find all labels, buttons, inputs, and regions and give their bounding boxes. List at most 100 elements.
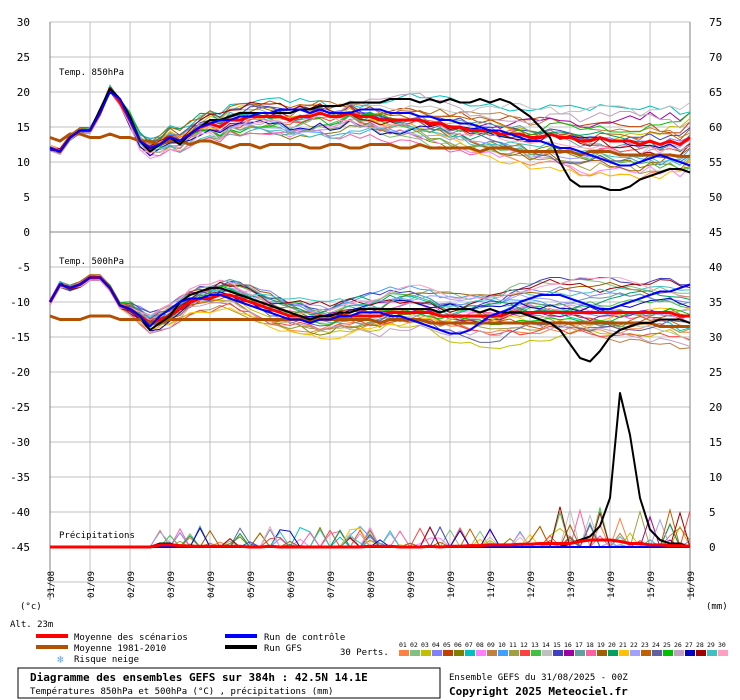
- right-tick-label: 45: [709, 226, 722, 239]
- footer-box: [17, 667, 441, 699]
- pert-legend-swatch: [509, 650, 519, 656]
- x-tick-label: 09/09: [407, 571, 417, 598]
- x-tick-label: 02/09: [127, 571, 137, 598]
- panel-label-t850: Temp. 850hPa: [59, 68, 124, 78]
- pert-legend-label: 10: [498, 641, 506, 649]
- legend-mean-swatch: [36, 634, 68, 638]
- pert-legend-label: 12: [520, 641, 528, 649]
- pert-legend-swatch: [498, 650, 508, 656]
- x-tick-label: 12/09: [527, 571, 537, 598]
- pert-legend-swatch: [608, 650, 618, 656]
- pert-legend-swatch: [542, 650, 552, 656]
- pert-legend-swatch: [597, 650, 607, 656]
- pert-legend-label: 19: [597, 641, 605, 649]
- x-tick-label: 11/09: [487, 571, 497, 598]
- pert-line-t500: [49, 274, 691, 325]
- x-tick-label: 04/09: [207, 571, 217, 598]
- footer-title: Diagramme des ensembles GEFS sur 384h : …: [30, 671, 368, 684]
- pert-legend-swatch: [465, 650, 475, 656]
- right-tick-label: 50: [709, 191, 722, 204]
- pert-legend-label: 09: [487, 641, 495, 649]
- pert-line-t850: [49, 89, 691, 156]
- right-tick-label: 0: [709, 541, 716, 554]
- legend-control-label: Run de contrôle: [264, 632, 345, 643]
- pert-legend-label: 07: [465, 641, 473, 649]
- left-tick-label: -45: [10, 541, 30, 554]
- pert-legend-label: 03: [421, 641, 429, 649]
- series-line-t500-5: [49, 314, 690, 328]
- series-line-precip-10: [50, 538, 691, 549]
- x-tick-label: 10/09: [447, 571, 457, 598]
- pert-legend-label: 14: [542, 641, 550, 649]
- pert-legend-label: 27: [685, 641, 693, 649]
- x-tick-label: 15/09: [647, 571, 657, 598]
- series-line-t850-1: [49, 132, 690, 158]
- left-tick-label: 20: [17, 86, 30, 99]
- pert-legend-swatch: [443, 650, 453, 656]
- series-line-t850-2: [49, 87, 691, 191]
- pert-legend-label: 23: [641, 641, 649, 649]
- pert-legend-swatch: [531, 650, 541, 656]
- right-tick-label: 55: [709, 156, 722, 169]
- x-tick-label: 06/09: [287, 571, 297, 598]
- pert-legend-label: 16: [564, 641, 572, 649]
- left-tick-label: 25: [17, 51, 30, 64]
- pert-legend-swatch: [641, 650, 651, 656]
- left-tick-label: -15: [10, 331, 30, 344]
- pert-legend-label: 05: [443, 641, 451, 649]
- x-tick-label: 14/09: [607, 571, 617, 598]
- pert-legend-label: 11: [509, 641, 517, 649]
- pert-legend-swatch: [630, 650, 640, 656]
- x-tick-label: 05/09: [247, 571, 257, 598]
- pert-legend-label: 08: [476, 641, 484, 649]
- left-tick-label: -20: [10, 366, 30, 379]
- pert-legend-label: 25: [663, 641, 671, 649]
- x-tick-label: 31/08: [47, 571, 57, 598]
- pert-legend-label: 18: [586, 641, 594, 649]
- right-tick-label: 40: [709, 261, 722, 274]
- right-tick-label: 15: [709, 436, 722, 449]
- pert-line-t850: [49, 84, 691, 157]
- right-tick-label: 75: [709, 16, 722, 29]
- left-tick-label: 0: [23, 226, 30, 239]
- pert-legend-swatch: [553, 650, 563, 656]
- legend-gfs-label: Run GFS: [264, 644, 302, 654]
- legend-perts-label: 30 Perts.: [340, 648, 389, 658]
- pert-legend-label: 28: [696, 641, 704, 649]
- right-tick-label: 70: [709, 51, 722, 64]
- pert-legend-swatch: [718, 650, 728, 656]
- x-tick-label: 16/09: [687, 571, 697, 598]
- left-tick-label: 10: [17, 156, 30, 169]
- pert-legend-swatch: [454, 650, 464, 656]
- footer-copyright: Copyright 2025 Meteociel.fr: [449, 685, 628, 698]
- pert-legend-swatch: [674, 650, 684, 656]
- pert-legend-swatch: [410, 650, 420, 656]
- left-axis: 30 25 20 15 10 5 0 -5 -10 -15 -20 -25 -30 -35 -40 -45: [10, 16, 30, 554]
- panel-label-precip: Précipitations: [59, 530, 135, 541]
- pert-legend-label: 30: [718, 641, 726, 649]
- pert-line-t500: [49, 277, 690, 314]
- right-tick-label: 20: [709, 401, 722, 414]
- pert-line-t500: [49, 277, 691, 340]
- pert-legend-swatch: [575, 650, 585, 656]
- pert-legend-label: 01: [399, 641, 407, 649]
- pert-legend-label: 26: [674, 641, 682, 649]
- series-line-t850-3: [49, 91, 691, 167]
- left-tick-label: -30: [10, 436, 30, 449]
- pert-legend-swatch: [652, 650, 662, 656]
- legend-gfs-swatch: [225, 645, 257, 649]
- pert-legend-swatch: [586, 650, 596, 656]
- main-series: [48, 87, 691, 549]
- right-tick-label: 35: [709, 296, 722, 309]
- pert-legend-swatch: [432, 650, 442, 656]
- legend-clim-swatch: [36, 645, 68, 649]
- x-tick-label: 13/09: [567, 571, 577, 598]
- footer: Diagramme des ensembles GEFS sur 384h : …: [17, 667, 628, 699]
- footer-run: Ensemble GEFS du 31/08/2025 - 00Z: [449, 673, 628, 683]
- left-tick-label: 5: [23, 191, 30, 204]
- pert-legend-label: 13: [531, 641, 539, 649]
- pert-line-t500: [49, 276, 691, 317]
- left-unit: (°c): [20, 602, 42, 612]
- pert-legend-swatch: [564, 650, 574, 656]
